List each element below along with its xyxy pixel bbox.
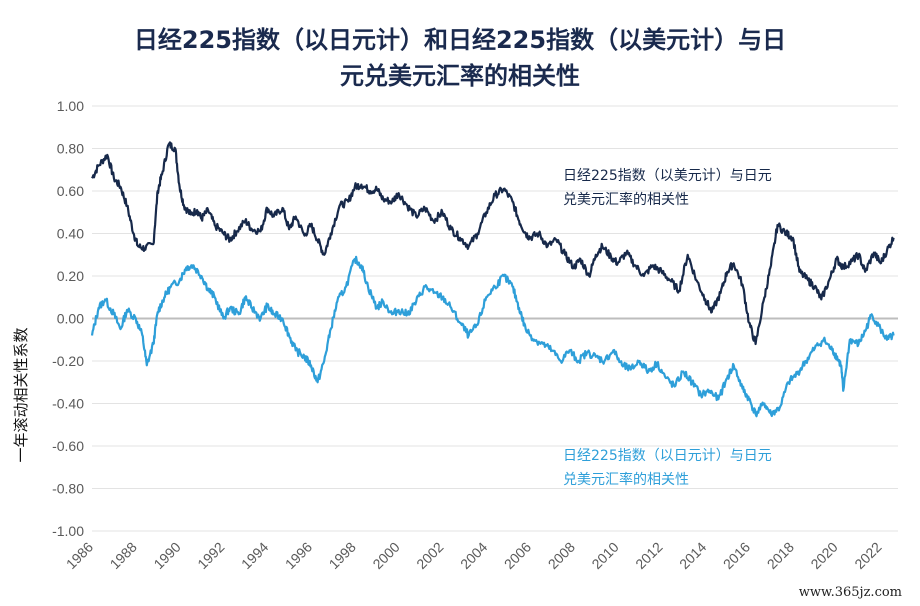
x-tick-label: 2010 xyxy=(588,539,621,572)
series-lines xyxy=(90,141,895,418)
x-tick-label: 2020 xyxy=(807,539,840,572)
series-line-2 xyxy=(90,255,895,418)
series-1-label-line-2: 兑美元汇率的相关性 xyxy=(563,191,689,208)
x-tick-label: 1990 xyxy=(150,539,183,572)
y-tick-label: -1.00 xyxy=(52,523,84,539)
series-line-1 xyxy=(91,141,895,346)
grid-lines xyxy=(92,105,898,532)
x-tick-label: 1992 xyxy=(194,539,227,572)
y-tick-label: 0.40 xyxy=(57,226,84,242)
x-axis-ticks: 1986 1988 1990 1992 1994 1996 1998 2000 2002 2004… xyxy=(63,539,885,572)
chart-title-line-2: 元兑美元汇率的相关性 xyxy=(340,62,580,90)
x-tick-label: 1994 xyxy=(238,539,271,572)
x-tick-label: 2012 xyxy=(632,539,665,572)
y-tick-label: -0.40 xyxy=(52,396,84,412)
x-tick-label: 2006 xyxy=(501,539,534,572)
y-axis-ticks: 1.00 0.80 0.60 0.40 0.20 0.00 -0.20 -0.40 -0.60 -… xyxy=(52,98,84,539)
y-tick-label: 0.00 xyxy=(57,311,84,327)
x-tick-label: 2022 xyxy=(851,539,884,572)
y-axis-label: 一年滚动相关性系数 xyxy=(12,327,30,462)
x-tick-label: 2018 xyxy=(764,539,797,572)
x-tick-label: 2016 xyxy=(720,539,753,572)
y-tick-label: 0.20 xyxy=(57,268,84,284)
x-tick-label: 2008 xyxy=(545,539,578,572)
x-tick-label: 1996 xyxy=(282,539,315,572)
y-tick-label: 0.60 xyxy=(57,183,84,199)
x-tick-label: 1988 xyxy=(107,539,140,572)
series-1-label-line-1: 日经225指数（以美元计）与日元 xyxy=(563,168,772,184)
y-tick-label: -0.60 xyxy=(52,438,84,454)
series-2-label-line-2: 兑美元汇率的相关性 xyxy=(563,471,689,488)
watermark: www.365jz.com xyxy=(799,585,902,600)
x-tick-label: 2002 xyxy=(413,539,446,572)
x-tick-label: 2014 xyxy=(676,539,709,572)
y-tick-label: -0.20 xyxy=(52,353,84,369)
chart-title-line-1: 日经225指数（以日元计）和日经225指数（以美元计）与日 xyxy=(133,26,787,54)
x-tick-label: 1998 xyxy=(326,539,359,572)
x-tick-label: 2000 xyxy=(369,539,402,572)
x-tick-label: 2004 xyxy=(457,539,490,572)
x-tick-label: 1986 xyxy=(63,539,96,572)
y-tick-label: 1.00 xyxy=(57,98,84,114)
y-tick-label: -0.80 xyxy=(52,481,84,497)
y-tick-label: 0.80 xyxy=(57,141,84,157)
series-2-label-line-1: 日经225指数（以日元计）与日元 xyxy=(563,448,772,464)
